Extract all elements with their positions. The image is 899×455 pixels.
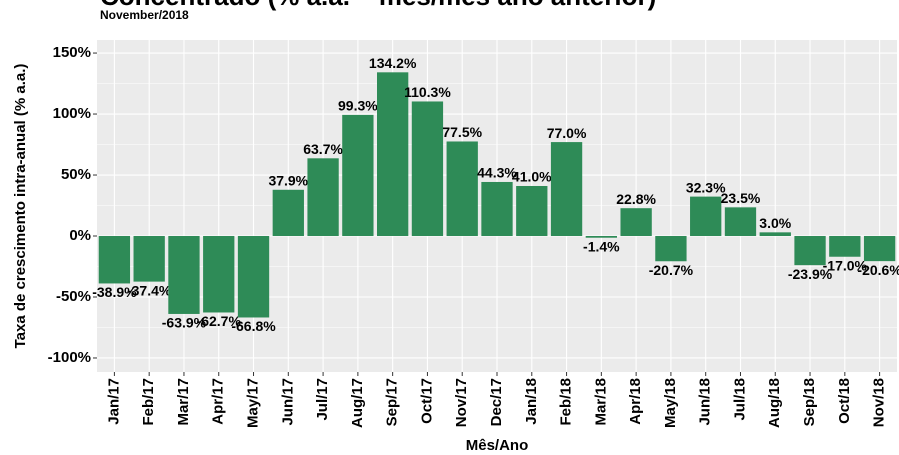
x-tick-label: Jun/18 (697, 378, 714, 426)
bar (342, 114, 374, 237)
x-tick-label: Feb/17 (140, 378, 157, 426)
bar (133, 236, 165, 282)
y-tick-label: 100% (53, 105, 91, 122)
bar (446, 141, 478, 237)
bar (794, 236, 826, 266)
x-tick-label: Jan/18 (523, 378, 540, 425)
bar (272, 189, 304, 237)
y-axis-title: Taxa de crescimento intra-anual (% a.a.) (12, 64, 29, 349)
value-label: 63.7% (303, 141, 343, 157)
x-tick-label: Sep/17 (384, 378, 401, 426)
bar (585, 236, 617, 238)
bar (863, 236, 896, 262)
value-label: -23.9% (788, 266, 833, 282)
x-tick-label: Jan/17 (105, 378, 122, 425)
bar (829, 236, 861, 257)
x-tick-label: Aug/17 (349, 378, 366, 428)
x-tick-label: May/17 (244, 378, 261, 428)
value-label: 99.3% (338, 98, 378, 114)
x-tick-label: Oct/17 (418, 378, 435, 424)
value-label: 44.3% (477, 165, 517, 181)
chart-title: Concentrado (% a.a. – mês/mês ano anteri… (100, 0, 656, 11)
value-label: -20.7% (649, 262, 694, 278)
x-tick-label: Oct/18 (836, 378, 853, 424)
value-label: 32.3% (686, 179, 726, 195)
x-tick-label: Mar/17 (175, 378, 192, 426)
value-label: 41.0% (512, 169, 552, 185)
x-tick-label: Dec/17 (488, 378, 505, 426)
bar (481, 181, 513, 237)
value-label: 110.3% (404, 84, 451, 100)
value-label: 77.0% (547, 125, 587, 141)
x-tick-label: Sep/18 (801, 378, 818, 426)
y-tick-label: -50% (56, 288, 91, 305)
bar (724, 207, 757, 237)
x-tick-label: Jul/18 (731, 378, 748, 421)
value-label: -66.8% (231, 318, 276, 334)
x-tick-label: Nov/18 (871, 378, 888, 427)
bar (516, 185, 548, 237)
x-tick-label: Jul/17 (314, 378, 331, 421)
value-label: -62.7% (197, 313, 242, 329)
bar (168, 236, 200, 314)
value-label: 77.5% (442, 124, 482, 140)
x-tick-label: Feb/18 (558, 378, 575, 426)
bar (690, 196, 722, 237)
bar (377, 72, 409, 237)
x-tick-label: Apr/17 (210, 378, 227, 425)
y-tick-label: 150% (53, 44, 91, 61)
value-label: -17.0% (823, 257, 868, 273)
chart-subtitle: November/2018 (100, 8, 189, 22)
bar (98, 236, 131, 284)
x-tick-label: Aug/18 (766, 378, 783, 428)
x-axis-title: Mês/Ano (466, 437, 529, 454)
bar (411, 101, 444, 237)
value-label: 37.9% (268, 172, 308, 188)
x-tick-label: May/18 (662, 378, 679, 428)
bar (307, 158, 339, 237)
bar (550, 142, 583, 237)
bar (620, 208, 652, 237)
x-tick-label: Jun/17 (279, 378, 296, 426)
y-tick-label: -100% (48, 349, 91, 366)
x-tick-label: Apr/18 (627, 378, 644, 425)
value-label: 3.0% (759, 215, 791, 231)
y-tick-label: 50% (61, 166, 91, 183)
y-tick-label: 0% (69, 227, 91, 244)
value-label: 134.2% (369, 55, 417, 71)
value-label: -38.9% (92, 284, 137, 300)
value-label: 23.5% (721, 190, 761, 206)
bar (203, 236, 235, 313)
value-label: -37.4% (127, 282, 172, 298)
x-tick-label: Nov/17 (453, 378, 470, 427)
value-label: 22.8% (616, 191, 656, 207)
value-label: -20.6% (857, 262, 899, 278)
bar (759, 232, 791, 237)
x-tick-label: Mar/18 (592, 378, 609, 426)
bar (655, 236, 687, 262)
value-label: -63.9% (162, 315, 207, 331)
value-label: -1.4% (583, 238, 620, 254)
bar (237, 236, 270, 318)
